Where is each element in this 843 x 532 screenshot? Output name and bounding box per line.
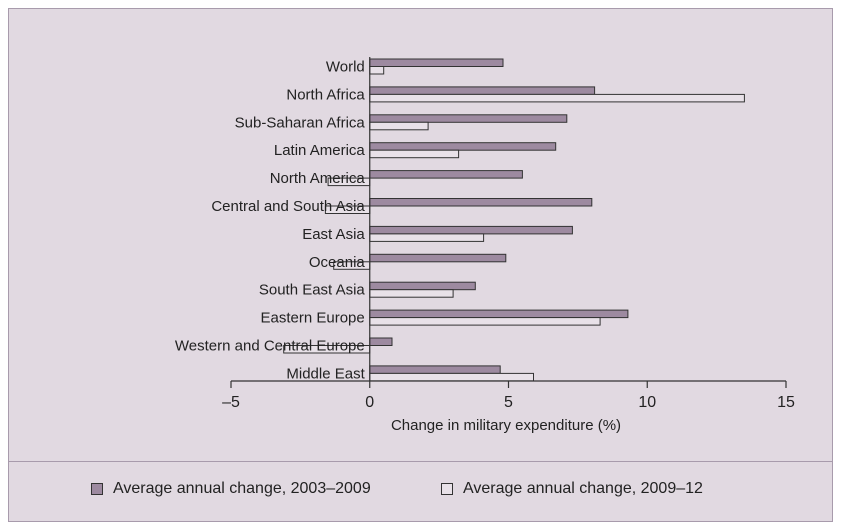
category-label: Sub-Saharan Africa bbox=[235, 114, 366, 131]
legend-label-series-1: Average annual change, 2003–2009 bbox=[113, 480, 371, 497]
bar-series-2-east-asia bbox=[369, 233, 485, 242]
category-label: Western and Central Europe bbox=[175, 338, 365, 355]
category-label: Middle East bbox=[286, 365, 365, 382]
bar-series-1-western-and-central-europe bbox=[369, 337, 393, 346]
bar-series-1-south-east-asia bbox=[369, 281, 476, 291]
bar-series-1-sub-saharan-africa bbox=[369, 114, 568, 123]
bar-series-1-eastern-europe bbox=[369, 309, 629, 319]
legend-label-series-2: Average annual change, 2009–12 bbox=[463, 480, 703, 497]
x-tick-label: 10 bbox=[638, 394, 656, 411]
bar-series-1-oceania bbox=[369, 253, 507, 263]
legend-item-series-2: Average annual change, 2009–12 bbox=[441, 474, 703, 504]
x-tick-label: –5 bbox=[222, 394, 240, 411]
bar-series-2-latin-america bbox=[369, 149, 460, 159]
bar-series-2-eastern-europe bbox=[369, 317, 601, 326]
bar-series-1-central-and-south-asia bbox=[369, 198, 593, 207]
legend-swatch-series-2 bbox=[441, 483, 453, 495]
category-label: Central and South Asia bbox=[211, 198, 365, 215]
legend-divider bbox=[8, 461, 833, 462]
category-label: North Africa bbox=[286, 86, 365, 103]
category-label: Latin America bbox=[274, 142, 366, 159]
category-label: Eastern Europe bbox=[261, 310, 365, 327]
bar-series-2-world bbox=[369, 66, 385, 75]
x-tick-label: 15 bbox=[777, 394, 795, 411]
category-label: North America bbox=[270, 170, 366, 187]
legend-swatch-series-1 bbox=[91, 483, 103, 495]
category-label: Oceania bbox=[309, 254, 366, 271]
bar-series-2-south-east-asia bbox=[369, 289, 454, 298]
x-tick-label: 0 bbox=[365, 394, 374, 411]
category-label: East Asia bbox=[302, 226, 365, 243]
x-axis-label: Change in military expenditure (%) bbox=[391, 417, 621, 434]
bar-series-2-north-africa bbox=[369, 93, 745, 103]
bar-series-1-world bbox=[369, 58, 504, 67]
category-label: South East Asia bbox=[259, 282, 366, 299]
bar-series-1-north-africa bbox=[369, 86, 596, 95]
bar-series-2-sub-saharan-africa bbox=[369, 121, 429, 131]
bar-series-2-middle-east bbox=[369, 372, 534, 382]
bar-series-1-middle-east bbox=[369, 365, 501, 374]
bar-series-1-east-asia bbox=[369, 225, 573, 235]
bar-series-1-north-america bbox=[369, 170, 523, 179]
bars-group bbox=[283, 58, 745, 382]
bar-series-1-latin-america bbox=[369, 142, 557, 151]
category-label: World bbox=[326, 59, 365, 76]
axes-group: World North Africa Sub-Saharan Africa Latin… bbox=[175, 57, 795, 411]
legend-item-series-1: Average annual change, 2003–2009 bbox=[91, 474, 371, 504]
x-tick-label: 5 bbox=[504, 394, 513, 411]
